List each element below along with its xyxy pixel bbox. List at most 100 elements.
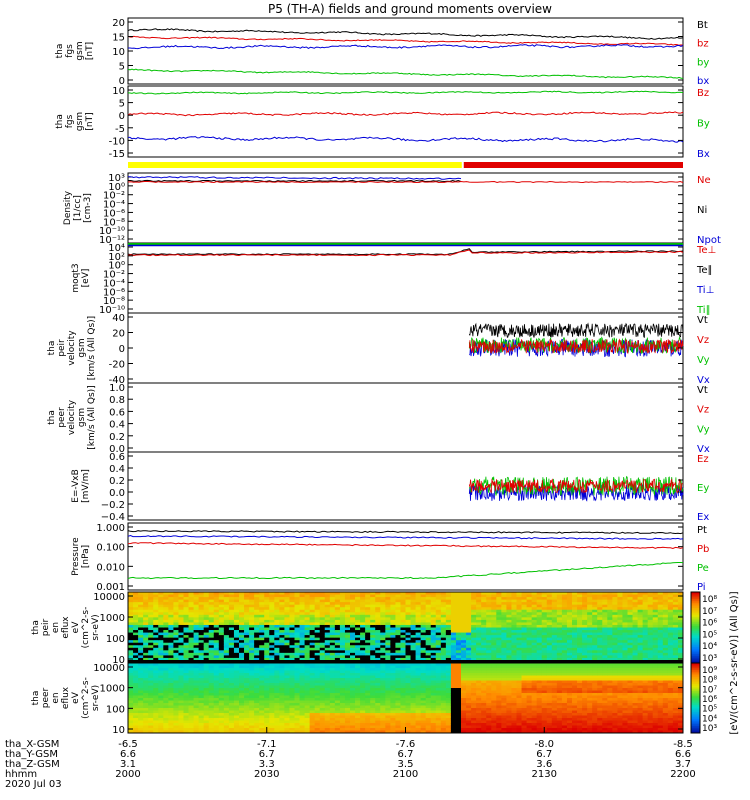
legend-pb: Pb — [697, 544, 709, 555]
ytick-label: 0 — [119, 76, 125, 87]
heatmap-peer — [128, 663, 684, 734]
ylabel-group: tha fgs gsm [nT] — [55, 112, 95, 131]
legend-pe: Pe — [697, 563, 709, 574]
series-line-bz — [127, 35, 684, 46]
ylabel-line: [eV] — [81, 269, 91, 288]
ylabel-line: tha — [31, 620, 41, 635]
ytick-label: 20 — [112, 329, 125, 340]
legend-te: Te∥ — [696, 265, 713, 276]
xtick-label-y: 6.7 — [259, 749, 275, 760]
xtick-label-y: 6.7 — [398, 749, 414, 760]
series-line-teperp — [127, 249, 684, 257]
ytick-label: 10³ — [108, 173, 125, 184]
ylabel-group: E=-VxB [mV/m] — [71, 469, 91, 503]
ytick-label: 10⁻⁶ — [103, 287, 125, 298]
legend-ez: Ez — [697, 454, 709, 465]
series-line-pressure-red — [127, 542, 684, 550]
colorbar-tick: 10⁶ — [702, 619, 717, 629]
panel-frame-1 — [127, 85, 684, 158]
ytick-label: 40 — [112, 313, 125, 324]
ylabel-line: peer — [41, 687, 51, 708]
ylabel-line: eV — [71, 621, 81, 634]
legend-ex: Ex — [697, 512, 709, 523]
xtick-label-time: 2100 — [393, 769, 418, 780]
colorbar-peer — [690, 662, 701, 734]
series-line-peir-green — [468, 336, 684, 355]
legend-bx: Bx — [697, 149, 710, 160]
series-line-peir-red — [468, 338, 684, 355]
colorbar-tick: 10⁷ — [702, 685, 717, 695]
ytick-label: 0.2 — [109, 476, 125, 487]
series-line-ne — [127, 180, 684, 184]
ytick-label: 10⁻⁶ — [103, 208, 125, 219]
ylabel-group: tha fgs gsm [nT] — [55, 41, 95, 60]
ytick-label: 10⁰ — [108, 261, 125, 272]
legend-by: by — [697, 57, 709, 68]
ytick-label: -20 — [109, 360, 125, 371]
xtick-label-y: 6.7 — [536, 749, 552, 760]
ylabel-line: gsm — [77, 408, 87, 427]
ylabel-line: Density — [63, 190, 73, 225]
ytick-label: 10 — [112, 655, 125, 666]
ylabel-group: tha peer en eflux eV (cm^2-s-sr-eV) — [31, 677, 101, 719]
ytick-label: 10⁻⁴ — [103, 200, 125, 211]
xtick-label-z: 3.1 — [120, 759, 136, 770]
ylabel-group: tha peer velocity gsm [km/s (All Qs)] — [47, 385, 97, 449]
series-line-by — [127, 90, 684, 95]
ytick-label: −0.2 — [101, 500, 125, 511]
ytick-label: 10 — [112, 47, 125, 58]
ytick-label: 10⁻² — [103, 270, 125, 281]
colorbar-tick: 10³ — [702, 654, 717, 664]
ylabel-line: [cm-3] — [83, 193, 93, 223]
legend-vx: Vx — [697, 444, 710, 455]
legend-vy: Vy — [697, 424, 710, 435]
colorbar-tick: 10⁵ — [702, 705, 717, 715]
ytick-label: -15 — [109, 149, 125, 160]
ylabel-group: Density [1/cc] [cm-3] — [63, 190, 93, 225]
panel-frame-3 — [127, 172, 684, 244]
ylabel-line: E=-VxB — [71, 469, 81, 503]
ylabel-line: [km/s (All Qs)] — [87, 316, 97, 380]
ylabel-line: [nPa] — [81, 545, 91, 568]
ylabel-line: [1/cc] — [73, 195, 83, 221]
legend-ni: Ni — [697, 205, 707, 216]
colorbar-tick: 10³ — [702, 724, 717, 734]
ytick-label: 10⁻⁸ — [103, 296, 125, 307]
series-line-tepar — [127, 248, 684, 256]
ylabel-line: peir — [41, 618, 51, 636]
panel-frame-7 — [127, 451, 684, 521]
xtick-label-time: 2130 — [532, 769, 557, 780]
ytick-label: 1.0 — [109, 383, 125, 394]
ylabel-line: eflux — [61, 686, 71, 709]
ytick-label: 15 — [112, 33, 125, 44]
ylabel-line: gsm — [75, 112, 85, 131]
legend-vz: Vz — [697, 405, 709, 416]
ytick-label: 1000 — [100, 613, 125, 624]
series-line-pressure-blue — [127, 534, 684, 540]
ytick-label: 100 — [106, 704, 125, 715]
legend-te: Te⊥ — [696, 245, 716, 256]
xtick-label-time: 2030 — [254, 769, 279, 780]
ytick-label: 5 — [119, 62, 125, 73]
ylabel-line: gsm — [77, 338, 87, 357]
ytick-label: 0.0 — [109, 488, 125, 499]
legend-npot: Npot — [697, 235, 721, 246]
ytick-label: 10 — [112, 86, 125, 97]
panel-frame-6 — [127, 382, 684, 453]
ylabel-line: fgs — [65, 114, 75, 128]
colorbar-tick: 10⁸ — [702, 595, 717, 605]
colorbar-tick: 10⁵ — [702, 630, 717, 640]
ylabel-line: tha — [55, 114, 65, 129]
xaxis-row-label: 2020 Jul 03 — [5, 779, 62, 790]
series-line-bx — [128, 44, 684, 50]
legend-vt: Vt — [697, 385, 708, 396]
xtick-label-z: 3.7 — [675, 759, 691, 770]
ytick-label: 0 — [119, 111, 125, 122]
colorbar-label: [eV/(cm^2-s-sr-eV)] (All Qs)] — [729, 591, 740, 734]
legend-ne: Ne — [697, 175, 711, 186]
ylabel-line: tha — [47, 341, 57, 356]
ylabel-group: Pressure [nPa] — [71, 537, 91, 576]
ytick-label: 0.4 — [109, 420, 125, 431]
xtick-label-x: -7.1 — [257, 739, 277, 750]
series-line-efield-green — [468, 475, 684, 497]
